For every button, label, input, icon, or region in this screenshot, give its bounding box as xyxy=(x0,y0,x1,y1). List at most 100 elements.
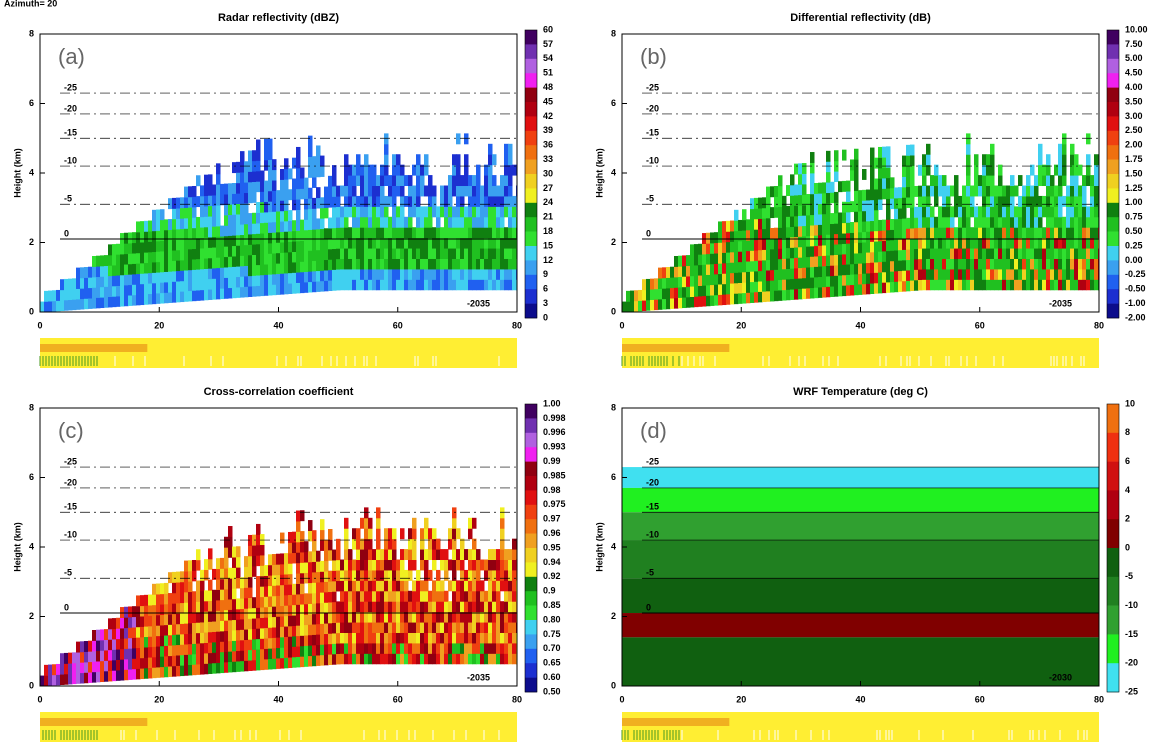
field-cell xyxy=(400,528,405,539)
field-cell xyxy=(376,622,381,633)
field-cell xyxy=(312,582,317,593)
field-cell xyxy=(284,231,289,242)
field-cell xyxy=(1046,258,1051,269)
field-cell xyxy=(934,258,939,269)
field-cell xyxy=(40,676,45,687)
colorbar-bin xyxy=(1107,289,1119,304)
field-cell xyxy=(1038,227,1043,238)
field-cell xyxy=(400,269,405,280)
field-cell xyxy=(308,614,313,625)
field-cell xyxy=(124,295,129,306)
field-cell xyxy=(204,601,209,612)
field-cell xyxy=(168,219,173,230)
field-cell xyxy=(232,547,237,558)
field-cell xyxy=(228,536,233,547)
field-cell xyxy=(444,279,449,290)
field-cell xyxy=(304,271,309,282)
field-cell xyxy=(52,664,57,675)
field-cell xyxy=(1074,196,1079,207)
colorbar-label: 6 xyxy=(1125,456,1130,466)
field-cell xyxy=(276,211,281,222)
field-cell xyxy=(690,255,695,266)
field-cell xyxy=(754,250,759,261)
field-cell xyxy=(272,159,277,170)
field-cell xyxy=(428,196,433,207)
field-cell xyxy=(224,236,229,247)
y-axis-label: Height (km) xyxy=(12,522,22,572)
field-cell xyxy=(460,269,465,280)
field-cell xyxy=(986,186,991,197)
field-cell xyxy=(288,542,293,553)
field-cell xyxy=(814,214,819,225)
field-cell xyxy=(180,644,185,655)
field-cell xyxy=(738,272,743,283)
field-cell xyxy=(288,252,293,263)
field-cell xyxy=(88,288,93,299)
field-cell xyxy=(906,166,911,177)
field-cell xyxy=(116,244,121,255)
field-cell xyxy=(496,622,501,633)
field-cell xyxy=(814,256,819,267)
field-cell xyxy=(348,601,353,612)
field-cell xyxy=(208,548,213,559)
field-cell xyxy=(706,233,711,244)
field-cell xyxy=(108,671,113,682)
field-cell xyxy=(332,217,337,228)
field-cell xyxy=(994,279,999,290)
colorbar-label: 24 xyxy=(543,197,553,207)
field-cell xyxy=(1070,196,1075,207)
field-cell xyxy=(850,264,855,275)
field-cell xyxy=(264,617,269,628)
field-cell xyxy=(1034,279,1039,290)
field-cell xyxy=(1026,248,1031,259)
field-cell xyxy=(906,239,911,250)
field-cell xyxy=(292,657,297,668)
field-cell xyxy=(966,258,971,269)
field-cell xyxy=(412,196,417,207)
field-cell xyxy=(392,653,397,664)
field-cell xyxy=(284,273,289,284)
field-cell xyxy=(420,601,425,612)
field-cell xyxy=(368,217,373,228)
field-cell xyxy=(476,165,481,176)
field-cell xyxy=(444,549,449,560)
field-cell xyxy=(96,266,101,277)
field-cell xyxy=(1014,279,1019,290)
field-cell xyxy=(504,601,509,612)
field-cell xyxy=(104,266,109,277)
field-cell xyxy=(934,227,939,238)
field-cell xyxy=(436,601,441,612)
field-cell xyxy=(982,154,987,165)
field-cell xyxy=(144,657,149,668)
field-cell xyxy=(384,622,389,633)
field-cell xyxy=(188,238,193,249)
field-cell xyxy=(1014,186,1019,197)
isotherm-label: 0 xyxy=(64,228,69,238)
field-cell xyxy=(424,622,429,633)
field-cell xyxy=(798,247,803,258)
field-cell xyxy=(958,227,963,238)
field-cell xyxy=(224,558,229,569)
field-cell xyxy=(464,186,469,197)
field-cell xyxy=(88,277,93,288)
field-cell xyxy=(352,528,357,539)
field-cell xyxy=(152,220,157,231)
field-cell xyxy=(140,626,145,637)
field-cell xyxy=(136,616,141,627)
field-cell xyxy=(694,255,699,266)
field-cell xyxy=(906,155,911,166)
field-cell xyxy=(316,592,321,603)
field-cell xyxy=(324,623,329,634)
field-cell xyxy=(1094,258,1099,269)
field-cell xyxy=(292,532,297,543)
field-cell xyxy=(962,186,967,197)
field-cell xyxy=(424,279,429,290)
field-cell xyxy=(356,570,361,581)
field-cell xyxy=(284,595,289,606)
field-cell xyxy=(176,582,181,593)
field-cell xyxy=(264,201,269,212)
field-cell xyxy=(802,163,807,174)
x-tick-label: 40 xyxy=(273,694,283,704)
field-cell xyxy=(240,162,245,173)
field-cell xyxy=(336,279,341,290)
